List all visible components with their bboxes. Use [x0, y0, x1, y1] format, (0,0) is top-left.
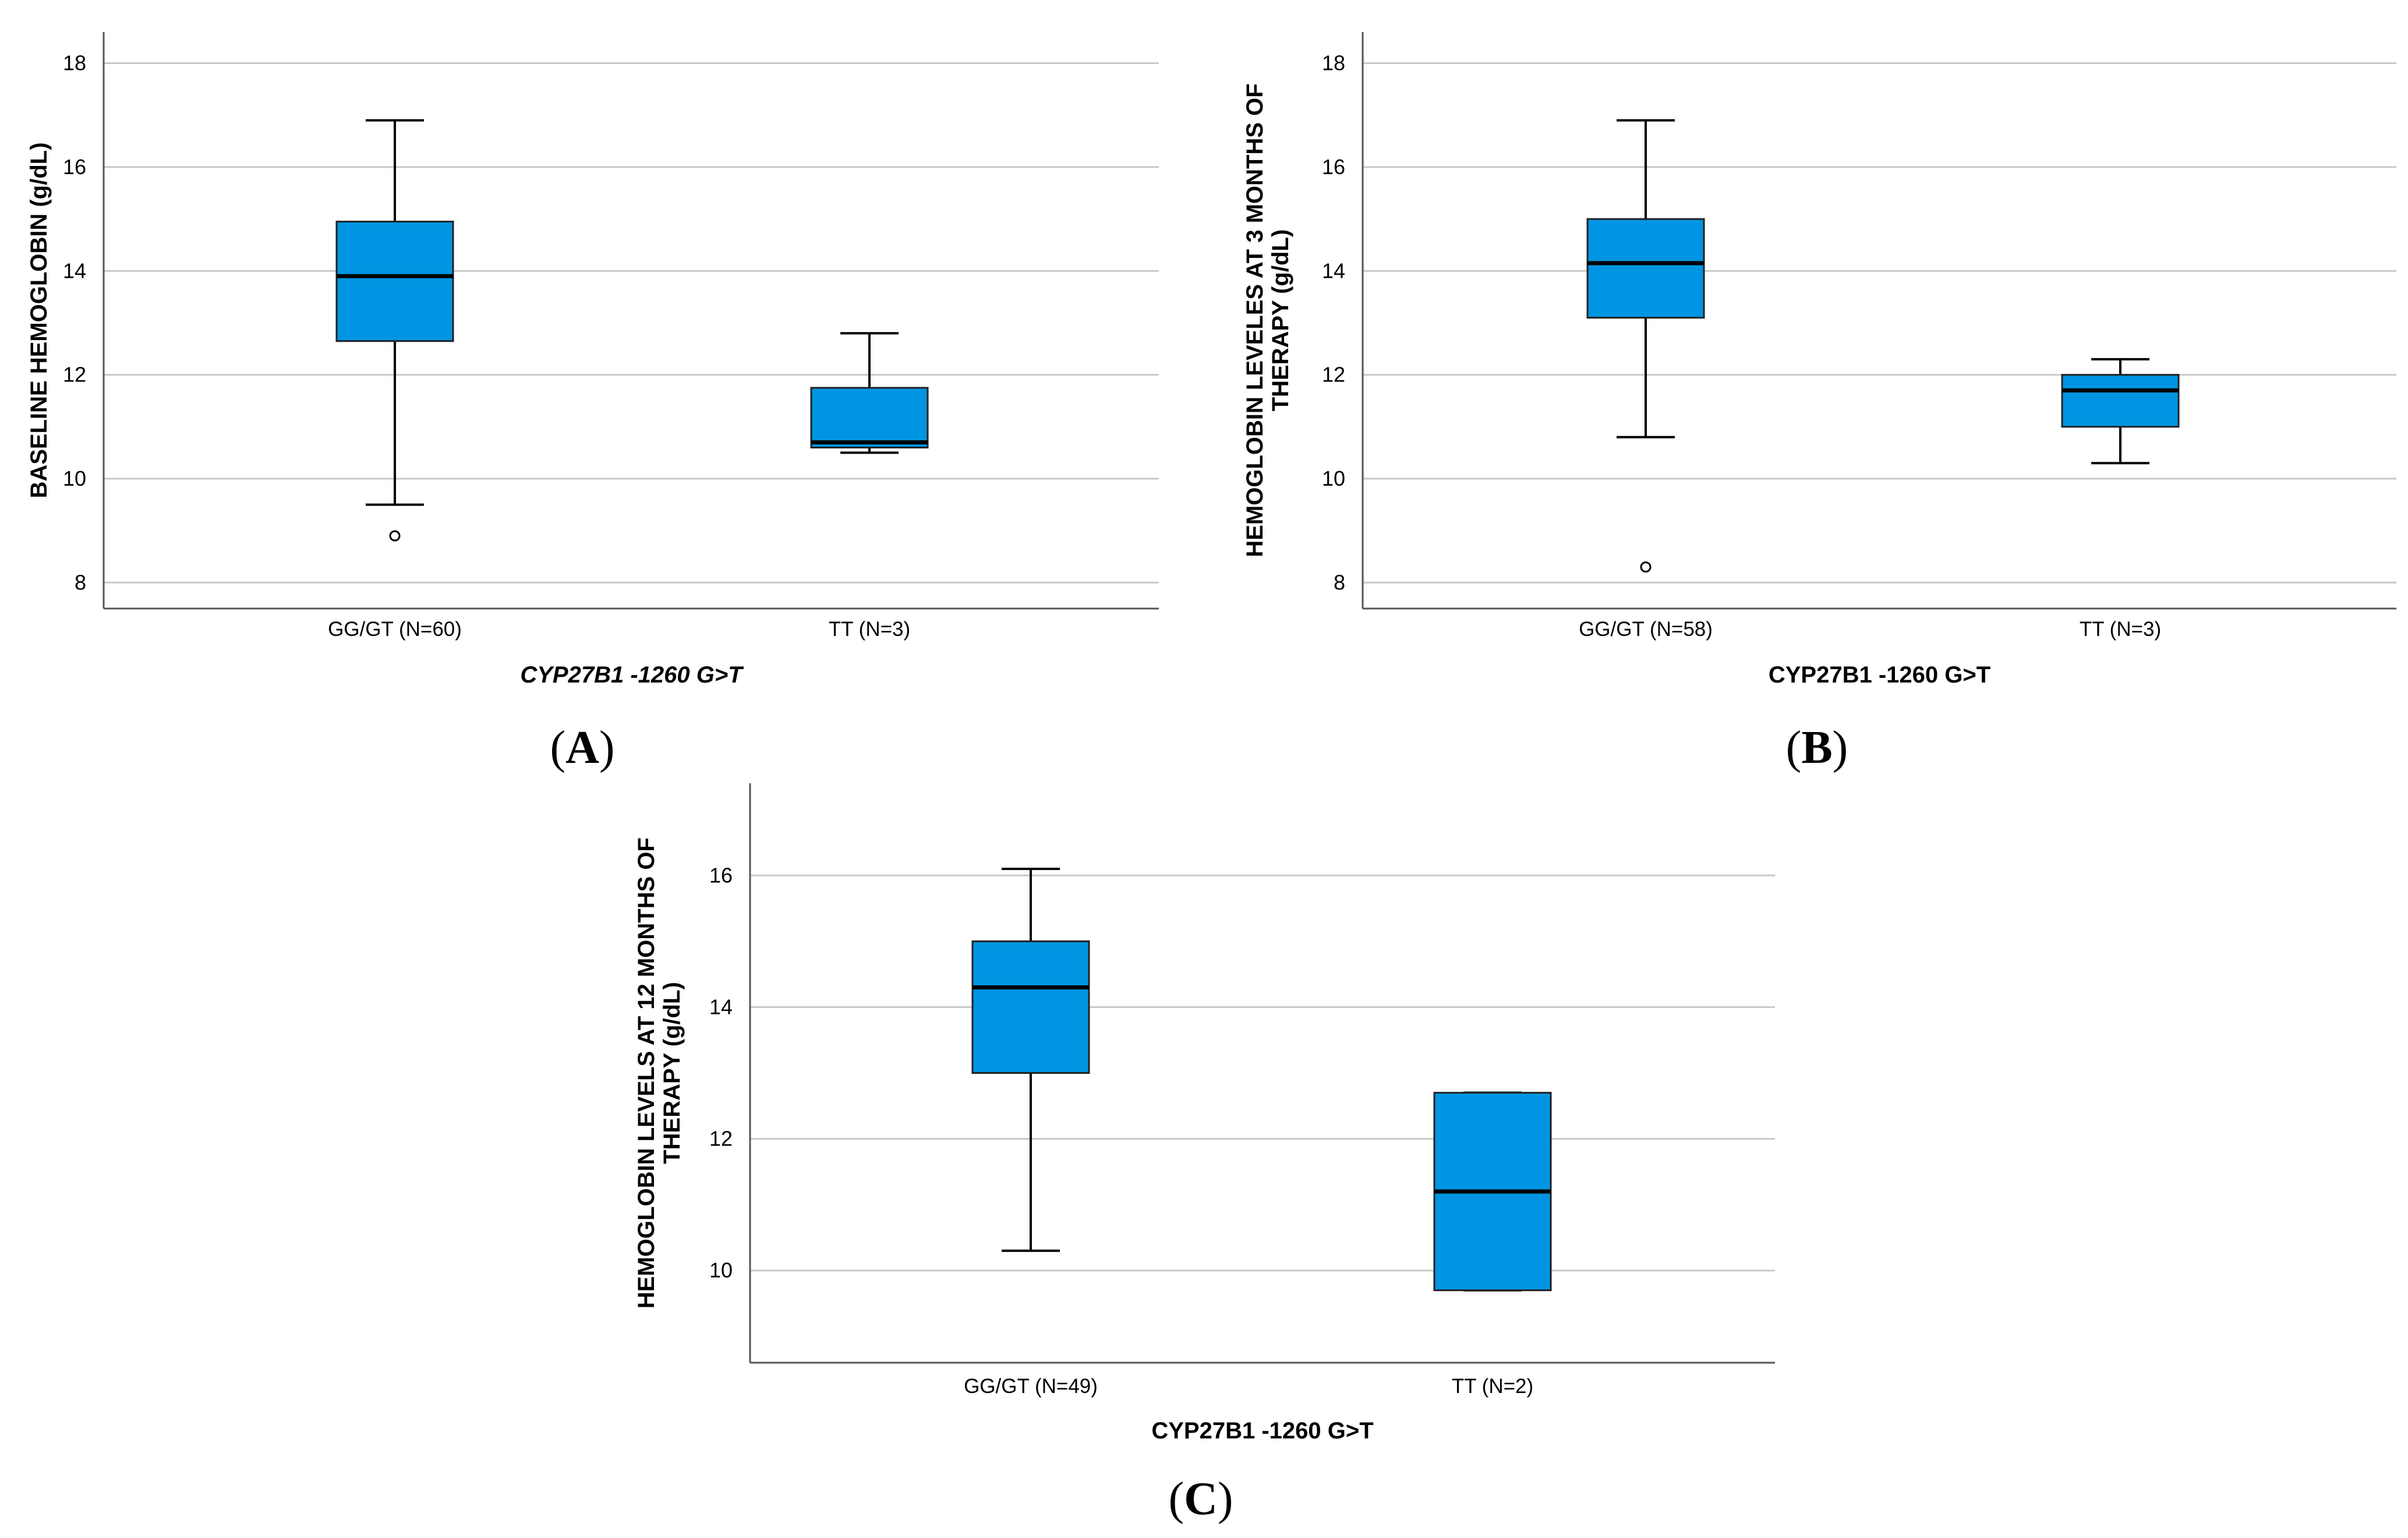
box-tt: [2061, 358, 2180, 465]
panel-label-close-paren: ): [1833, 722, 1848, 773]
y-axis-title: THERAPY (g/dL): [659, 982, 685, 1164]
y-tick-label: 14: [1322, 259, 1345, 282]
y-tick-label: 12: [709, 1127, 733, 1151]
y-tick-label: 16: [63, 155, 86, 179]
y-tick-label: 8: [1334, 570, 1345, 594]
y-tick-label: 10: [63, 466, 86, 490]
x-axis-title: CYP27B1 -1260 G>T: [1151, 1418, 1373, 1444]
x-category-label: TT (N=2): [1452, 1375, 1533, 1398]
y-tick-label: 8: [75, 570, 86, 594]
panel-label-open-paren: (: [550, 722, 565, 773]
box-tt: [1433, 1091, 1552, 1292]
panel-label: (B): [1786, 722, 1848, 773]
y-tick-label: 10: [1322, 466, 1345, 490]
y-tick-label: 16: [1322, 155, 1345, 179]
box-tt: [810, 332, 929, 454]
panel-label-letter: C: [1184, 1473, 1218, 1525]
box-gg-gt: [971, 867, 1090, 1252]
iqr-box: [971, 940, 1090, 1074]
iqr-box: [335, 221, 454, 342]
x-axis-title: CYP27B1 -1260 G>T: [1769, 662, 1990, 688]
panel-label-letter: B: [1801, 722, 1832, 773]
outlier-point: [389, 530, 401, 542]
y-tick-label: 18: [63, 51, 86, 75]
y-tick-label: 14: [63, 259, 86, 282]
y-axis-title: THERAPY (g/dL): [1268, 229, 1293, 412]
panel-label-open-paren: (: [1786, 722, 1802, 773]
chart-panel-c: 10 12 14 16 GG/GT (N=49) TT (N=2) CYP27B1 -126…: [634, 783, 1775, 1525]
y-tick-label: 16: [709, 863, 733, 887]
outlier-point: [1640, 561, 1652, 573]
x-category-label: GG/GT (N=58): [1579, 618, 1713, 641]
y-axis-title: HEMOGLOBIN LEVELS AT 12 MONTHS OF: [634, 837, 659, 1309]
y-tick-label: 12: [1322, 363, 1345, 387]
y-axis-title: BASELINE HEMOGLOBIN (g/dL): [26, 142, 52, 498]
panel-label-letter: A: [565, 722, 599, 773]
x-category-label: GG/GT (N=60): [328, 618, 462, 641]
chart-panel-a: 8 10 12 14 16 18 GG/GT (N=60) TT (N=3) CYP27B1 -…: [26, 32, 1159, 773]
x-category-label: TT (N=3): [2080, 618, 2161, 641]
box-gg-gt: [1586, 119, 1705, 573]
y-axis-title: HEMOGLOBIN LEVELES AT 3 MONTHS OF: [1242, 83, 1268, 557]
panel-label-open-paren: (: [1168, 1473, 1184, 1525]
panel-label: (A): [550, 722, 614, 773]
panel-label-close-paren: ): [599, 722, 615, 773]
x-category-label: TT (N=3): [829, 618, 910, 641]
y-tick-label: 18: [1322, 51, 1345, 75]
panel-label: (C): [1168, 1473, 1233, 1525]
box-gg-gt: [335, 119, 454, 542]
chart-panel-b: 8 10 12 14 16 18 GG/GT (N=58) TT (N=3) CYP27B1 -…: [1242, 32, 2396, 773]
x-axis-title: CYP27B1 -1260 G>T: [520, 662, 744, 688]
x-category-label: GG/GT (N=49): [964, 1375, 1098, 1398]
iqr-box: [1586, 218, 1705, 319]
iqr-box: [2061, 374, 2180, 428]
y-tick-label: 10: [709, 1258, 733, 1282]
iqr-box: [810, 387, 929, 449]
panel-label-close-paren: ): [1218, 1473, 1233, 1525]
y-tick-label: 14: [709, 995, 733, 1019]
y-tick-label: 12: [63, 363, 86, 387]
